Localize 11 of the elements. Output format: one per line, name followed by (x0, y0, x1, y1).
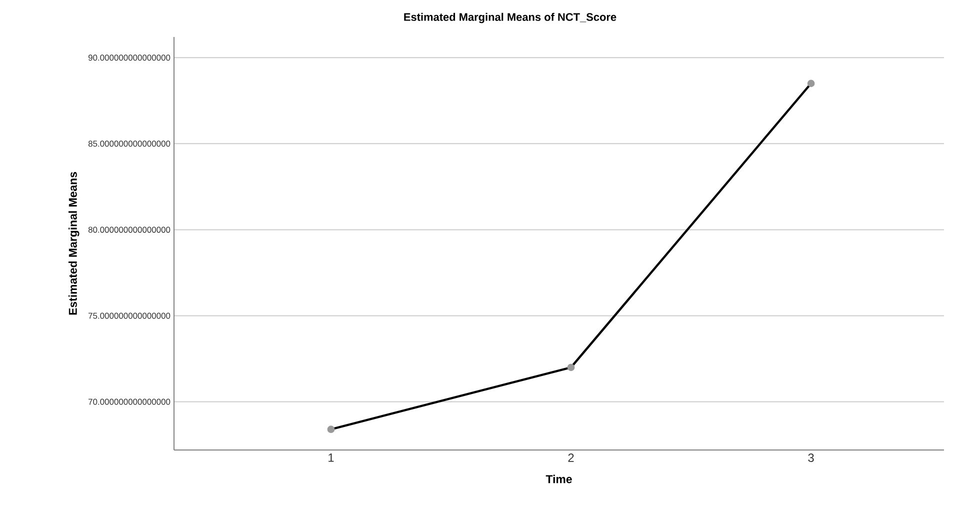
x-tick-label: 1 (328, 454, 334, 462)
y-tick-label: 70.000000000000000 (88, 398, 170, 405)
y-tick-label: 80.000000000000000 (88, 226, 170, 233)
y-tick-label: 90.000000000000000 (88, 54, 170, 61)
x-tick-label: 2 (568, 454, 574, 462)
y-tick-label: 75.000000000000000 (88, 312, 170, 319)
chart-title: Estimated Marginal Means of NCT_Score (404, 12, 616, 24)
x-axis-title: Time (546, 474, 572, 484)
y-axis-title: Estimated Marginal Means (68, 172, 80, 315)
x-tick-label: 3 (808, 454, 814, 462)
y-tick-label: 85.000000000000000 (88, 140, 170, 147)
